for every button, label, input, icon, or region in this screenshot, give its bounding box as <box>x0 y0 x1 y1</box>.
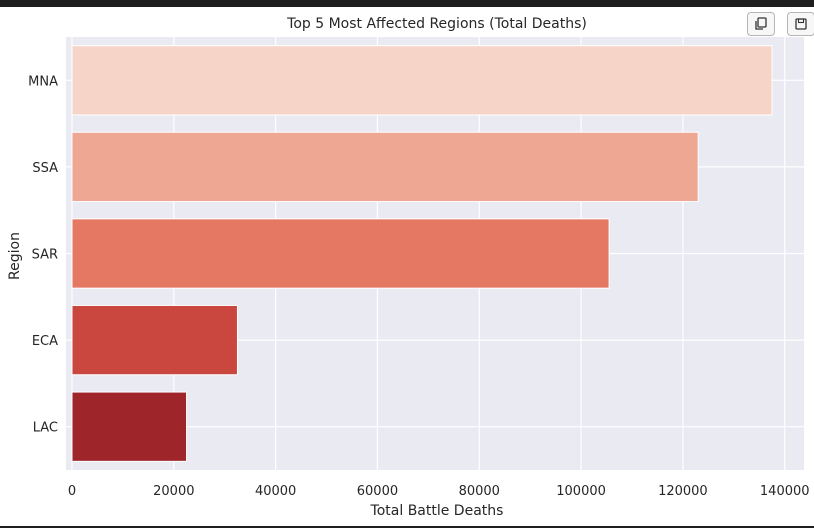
y-tick-label-mna: MNA <box>28 74 58 89</box>
chart-title: Top 5 Most Affected Regions (Total Death… <box>286 16 587 32</box>
copy-button[interactable] <box>747 12 775 36</box>
x-tick-labels: 0 20000 40000 60000 80000 100000 120000 140000 <box>68 484 810 499</box>
x-tick-label-0: 0 <box>68 484 76 499</box>
floppy-disk-icon <box>795 18 807 30</box>
window-top-strip <box>0 0 814 7</box>
window-bottom-edge <box>0 526 814 528</box>
x-tick-label-4: 80000 <box>459 484 500 499</box>
y-tick-label-eca: ECA <box>32 334 58 349</box>
save-button[interactable] <box>787 12 814 36</box>
bar-mna <box>71 45 773 116</box>
y-axis-label: Region <box>7 232 23 280</box>
x-axis-label: Total Battle Deaths <box>370 503 504 519</box>
bars <box>71 45 773 462</box>
bar-ssa <box>71 131 699 203</box>
x-tick-label-2: 40000 <box>255 484 296 499</box>
x-tick-label-6: 120000 <box>658 484 708 499</box>
y-tick-labels: MNA SSA SAR ECA LAC <box>28 74 58 435</box>
x-tick-label-5: 100000 <box>556 484 606 499</box>
bar-sar <box>71 218 610 289</box>
copy-icon <box>755 17 767 30</box>
x-tick-label-3: 60000 <box>357 484 398 499</box>
bar-lac <box>71 391 188 462</box>
y-tick-label-sar: SAR <box>32 248 58 263</box>
y-tick-label-lac: LAC <box>33 421 58 436</box>
x-tick-label-7: 140000 <box>760 484 810 499</box>
y-tick-label-ssa: SSA <box>32 161 58 176</box>
bar-eca <box>71 304 238 376</box>
x-tick-label-1: 20000 <box>153 484 194 499</box>
